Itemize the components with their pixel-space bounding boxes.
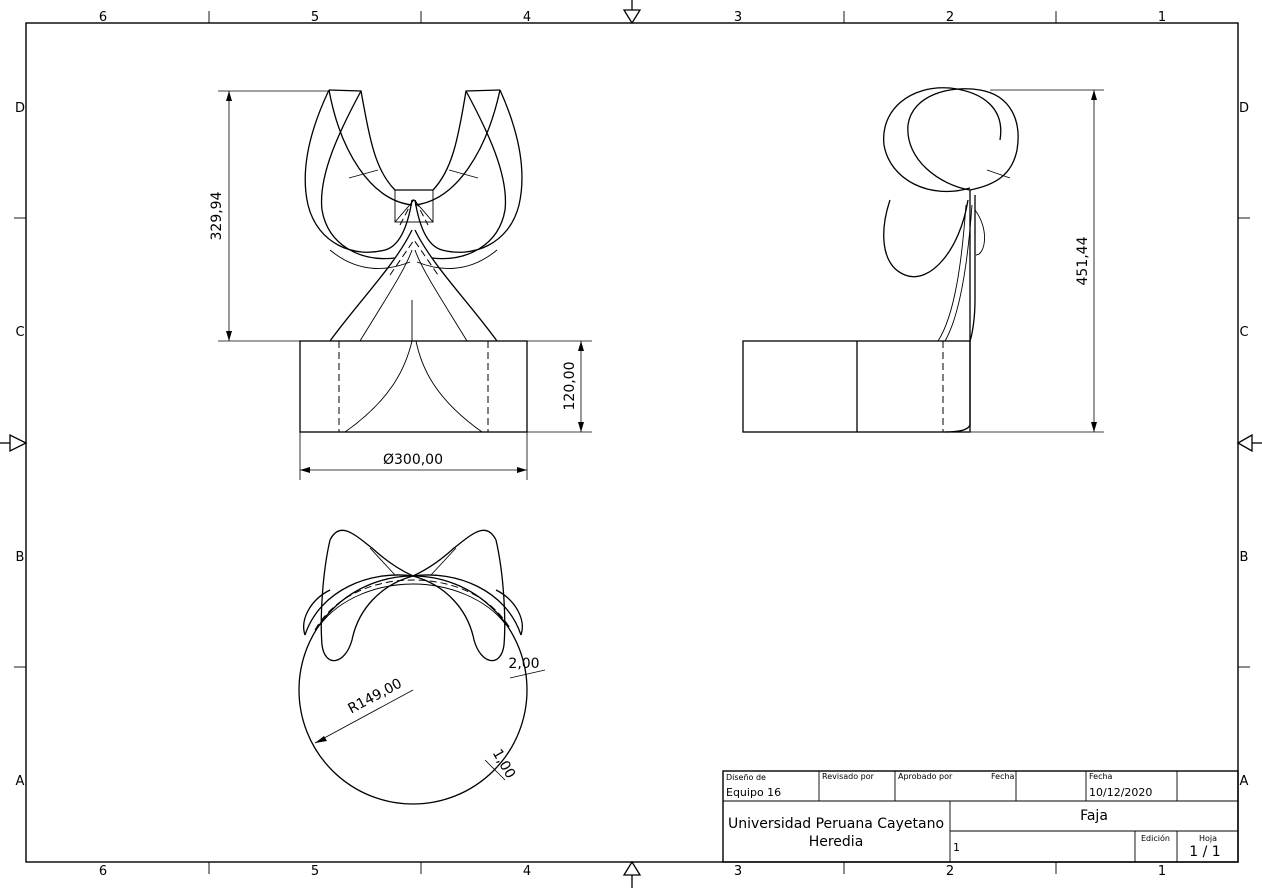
- date-label-1: Fecha: [991, 772, 1015, 781]
- dim-base-diameter: Ø300,00: [383, 452, 443, 468]
- front-base-outline: [299, 340, 528, 433]
- dim-side-height: 451,44: [1075, 236, 1091, 285]
- zone-col-5-bottom: 5: [311, 864, 319, 879]
- zone-row-d-left: D: [15, 101, 25, 116]
- edition-label: Edición: [1141, 833, 1170, 843]
- dim-thickness-a: 2,00: [508, 656, 539, 672]
- zone-row-c-right: C: [1239, 325, 1248, 340]
- zone-row-a-right: A: [1240, 774, 1249, 789]
- sheet-value: 1 / 1: [1189, 844, 1220, 860]
- title-block: Diseño de Equipo 16 Revisado por Aprobad…: [722, 770, 1239, 863]
- drawing-border: [25, 22, 1239, 863]
- top-view: [298, 529, 528, 805]
- dim-radius: R149,00: [345, 676, 404, 718]
- part-title: Faja: [1080, 808, 1108, 824]
- dim-thickness-b: 1,00: [489, 747, 518, 782]
- zone-col-1-bottom: 1: [1158, 864, 1166, 879]
- sheet-label: Hoja: [1199, 834, 1217, 843]
- zone-col-6-bottom: 6: [99, 864, 107, 879]
- designed-by-value: Equipo 16: [726, 786, 781, 799]
- date-label-2: Fecha: [1089, 772, 1113, 781]
- approved-by-label: Aprobado por: [898, 772, 953, 781]
- designed-by-label: Diseño de: [726, 773, 766, 782]
- reviewed-by-label: Revisado por: [822, 772, 875, 781]
- dim-base-height: 120,00: [562, 362, 578, 411]
- zone-row-a-left: A: [16, 774, 25, 789]
- front-dimensions: 329,94 120,00 Ø300,00: [209, 90, 592, 480]
- zone-col-4-bottom: 4: [523, 864, 531, 879]
- side-dimensions: 451,44: [970, 89, 1104, 433]
- zone-row-b-right: B: [1240, 550, 1249, 565]
- organization-line1: Universidad Peruana Cayetano: [728, 816, 944, 832]
- zone-col-2-top: 2: [946, 10, 954, 25]
- top-dimensions: R149,00 2,00 1,00: [314, 656, 546, 782]
- zone-col-3-bottom: 3: [734, 864, 742, 879]
- dim-front-height: 329,94: [209, 191, 225, 240]
- side-view: [742, 87, 1019, 433]
- organization-line2: Heredia: [809, 834, 864, 850]
- front-view: [299, 89, 528, 433]
- date-value: 10/12/2020: [1089, 786, 1152, 799]
- zone-col-3-top: 3: [734, 10, 742, 25]
- zone-col-6-top: 6: [99, 10, 107, 25]
- zone-row-c-left: C: [15, 325, 24, 340]
- zone-col-2-bottom: 2: [946, 864, 954, 879]
- zone-row-d-right: D: [1239, 101, 1249, 116]
- zone-row-b-left: B: [16, 550, 25, 565]
- zone-col-1-top: 1: [1158, 10, 1166, 25]
- item-number: 1: [953, 841, 960, 854]
- zone-col-5-top: 5: [311, 10, 319, 25]
- zone-ticks: [14, 11, 1250, 874]
- zone-col-4-top: 4: [523, 10, 531, 25]
